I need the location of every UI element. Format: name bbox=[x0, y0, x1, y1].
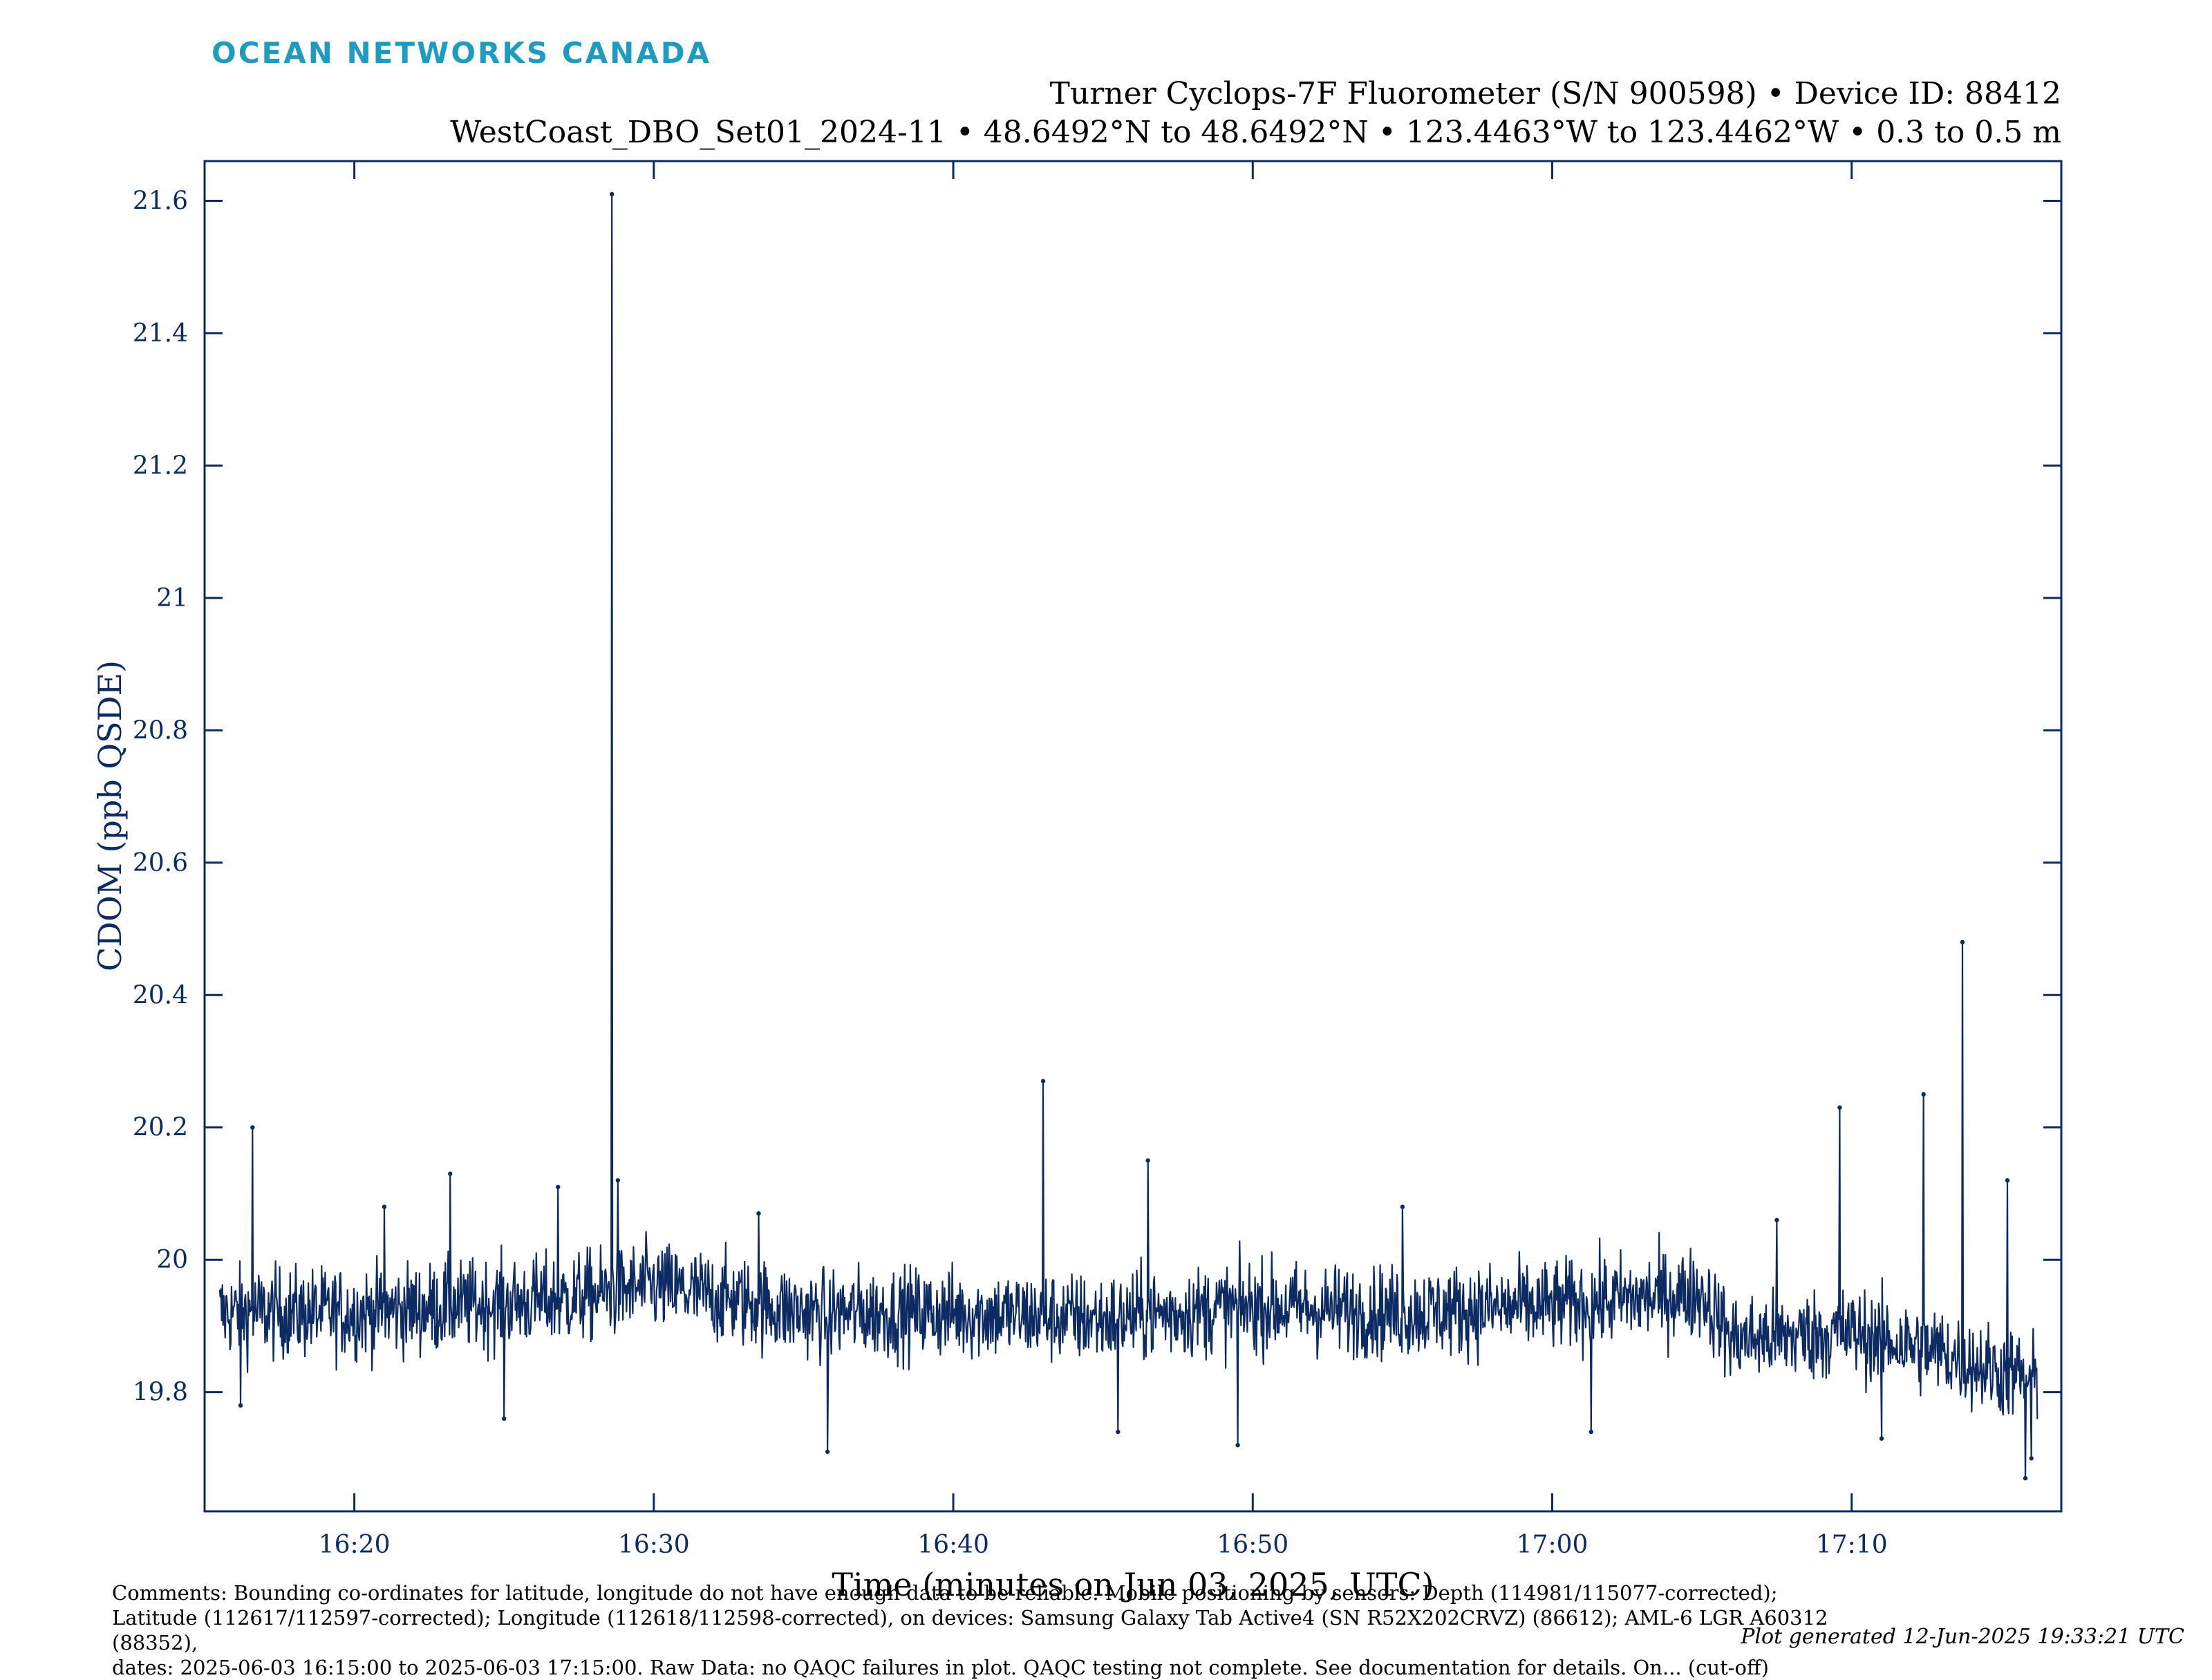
data-point bbox=[502, 1416, 507, 1421]
data-point bbox=[615, 1178, 621, 1183]
data-point bbox=[1116, 1429, 1121, 1435]
x-tick-label: 16:30 bbox=[618, 1531, 690, 1559]
plot-frame bbox=[203, 160, 2063, 1513]
data-point bbox=[1960, 940, 1965, 944]
y-tick-label: 21 bbox=[156, 584, 188, 613]
data-point bbox=[1837, 1105, 1842, 1110]
data-point bbox=[556, 1184, 561, 1190]
data-point bbox=[1588, 1429, 1594, 1435]
y-tick-label: 20.8 bbox=[133, 716, 188, 745]
data-point bbox=[1921, 1092, 1926, 1097]
comments-line-1: Comments: Bounding co-ordinates for lati… bbox=[112, 1581, 1778, 1605]
cdom-series-line bbox=[218, 193, 2038, 1480]
data-point bbox=[1040, 1079, 1046, 1083]
y-tick-label: 21.2 bbox=[133, 451, 188, 480]
data-point bbox=[2029, 1456, 2034, 1461]
y-tick-label: 21.4 bbox=[133, 319, 188, 348]
data-point bbox=[1235, 1443, 1240, 1448]
data-point bbox=[382, 1204, 387, 1209]
y-tick-label: 19.8 bbox=[133, 1379, 188, 1407]
comments-line-2: Latitude (112617/112597-corrected); Long… bbox=[112, 1606, 1828, 1654]
series-layer bbox=[218, 192, 2038, 1481]
data-point bbox=[2005, 1178, 2010, 1183]
y-tick-label: 20.4 bbox=[133, 981, 188, 1009]
data-point bbox=[238, 1403, 243, 1408]
y-tick-label: 21.6 bbox=[133, 187, 188, 215]
plot-comments: Comments: Bounding co-ordinates for lati… bbox=[112, 1580, 1882, 1680]
data-point bbox=[1145, 1158, 1150, 1163]
data-point bbox=[825, 1449, 830, 1455]
x-tick-label: 16:50 bbox=[1217, 1531, 1288, 1559]
data-point bbox=[1400, 1204, 1405, 1209]
data-point bbox=[448, 1171, 453, 1176]
comments-line-3: dates: 2025-06-03 16:15:00 to 2025-06-03… bbox=[112, 1656, 1769, 1679]
data-point bbox=[1879, 1436, 1884, 1441]
x-tick-label: 17:00 bbox=[1517, 1531, 1588, 1559]
x-tick-label: 16:40 bbox=[917, 1531, 989, 1559]
ocean-networks-canada-logo: OCEAN NETWORKS CANADA bbox=[212, 36, 712, 70]
y-tick-label: 20.6 bbox=[133, 849, 188, 877]
plot-title-location: WestCoast_DBO_Set01_2024-11 • 48.6492°N … bbox=[450, 115, 2061, 150]
data-point bbox=[2023, 1475, 2028, 1481]
ticks-layer: 19.8 20 20.2 20.4 20.6 20.8 21 21.2 21.4 21.6 16:2… bbox=[133, 161, 2061, 1559]
y-tick-label: 20 bbox=[156, 1246, 188, 1274]
x-tick-label: 16:20 bbox=[319, 1531, 391, 1559]
data-point bbox=[1774, 1217, 1779, 1222]
data-point bbox=[250, 1125, 255, 1130]
x-axis-title: Time (minutes on Jun 03, 2025, UTC) bbox=[832, 1566, 1434, 1603]
plot-generated-timestamp: Plot generated 12-Jun-2025 19:33:21 UTC bbox=[1741, 1625, 2184, 1649]
data-point bbox=[756, 1211, 761, 1216]
plot-title-device: Turner Cyclops-7F Fluorometer (S/N 90059… bbox=[1049, 76, 2061, 111]
y-axis-title: CDOM (ppb QSDE) bbox=[91, 660, 129, 971]
x-tick-label: 17:10 bbox=[1816, 1531, 1888, 1559]
data-point bbox=[609, 192, 615, 197]
y-tick-label: 20.2 bbox=[133, 1114, 188, 1142]
